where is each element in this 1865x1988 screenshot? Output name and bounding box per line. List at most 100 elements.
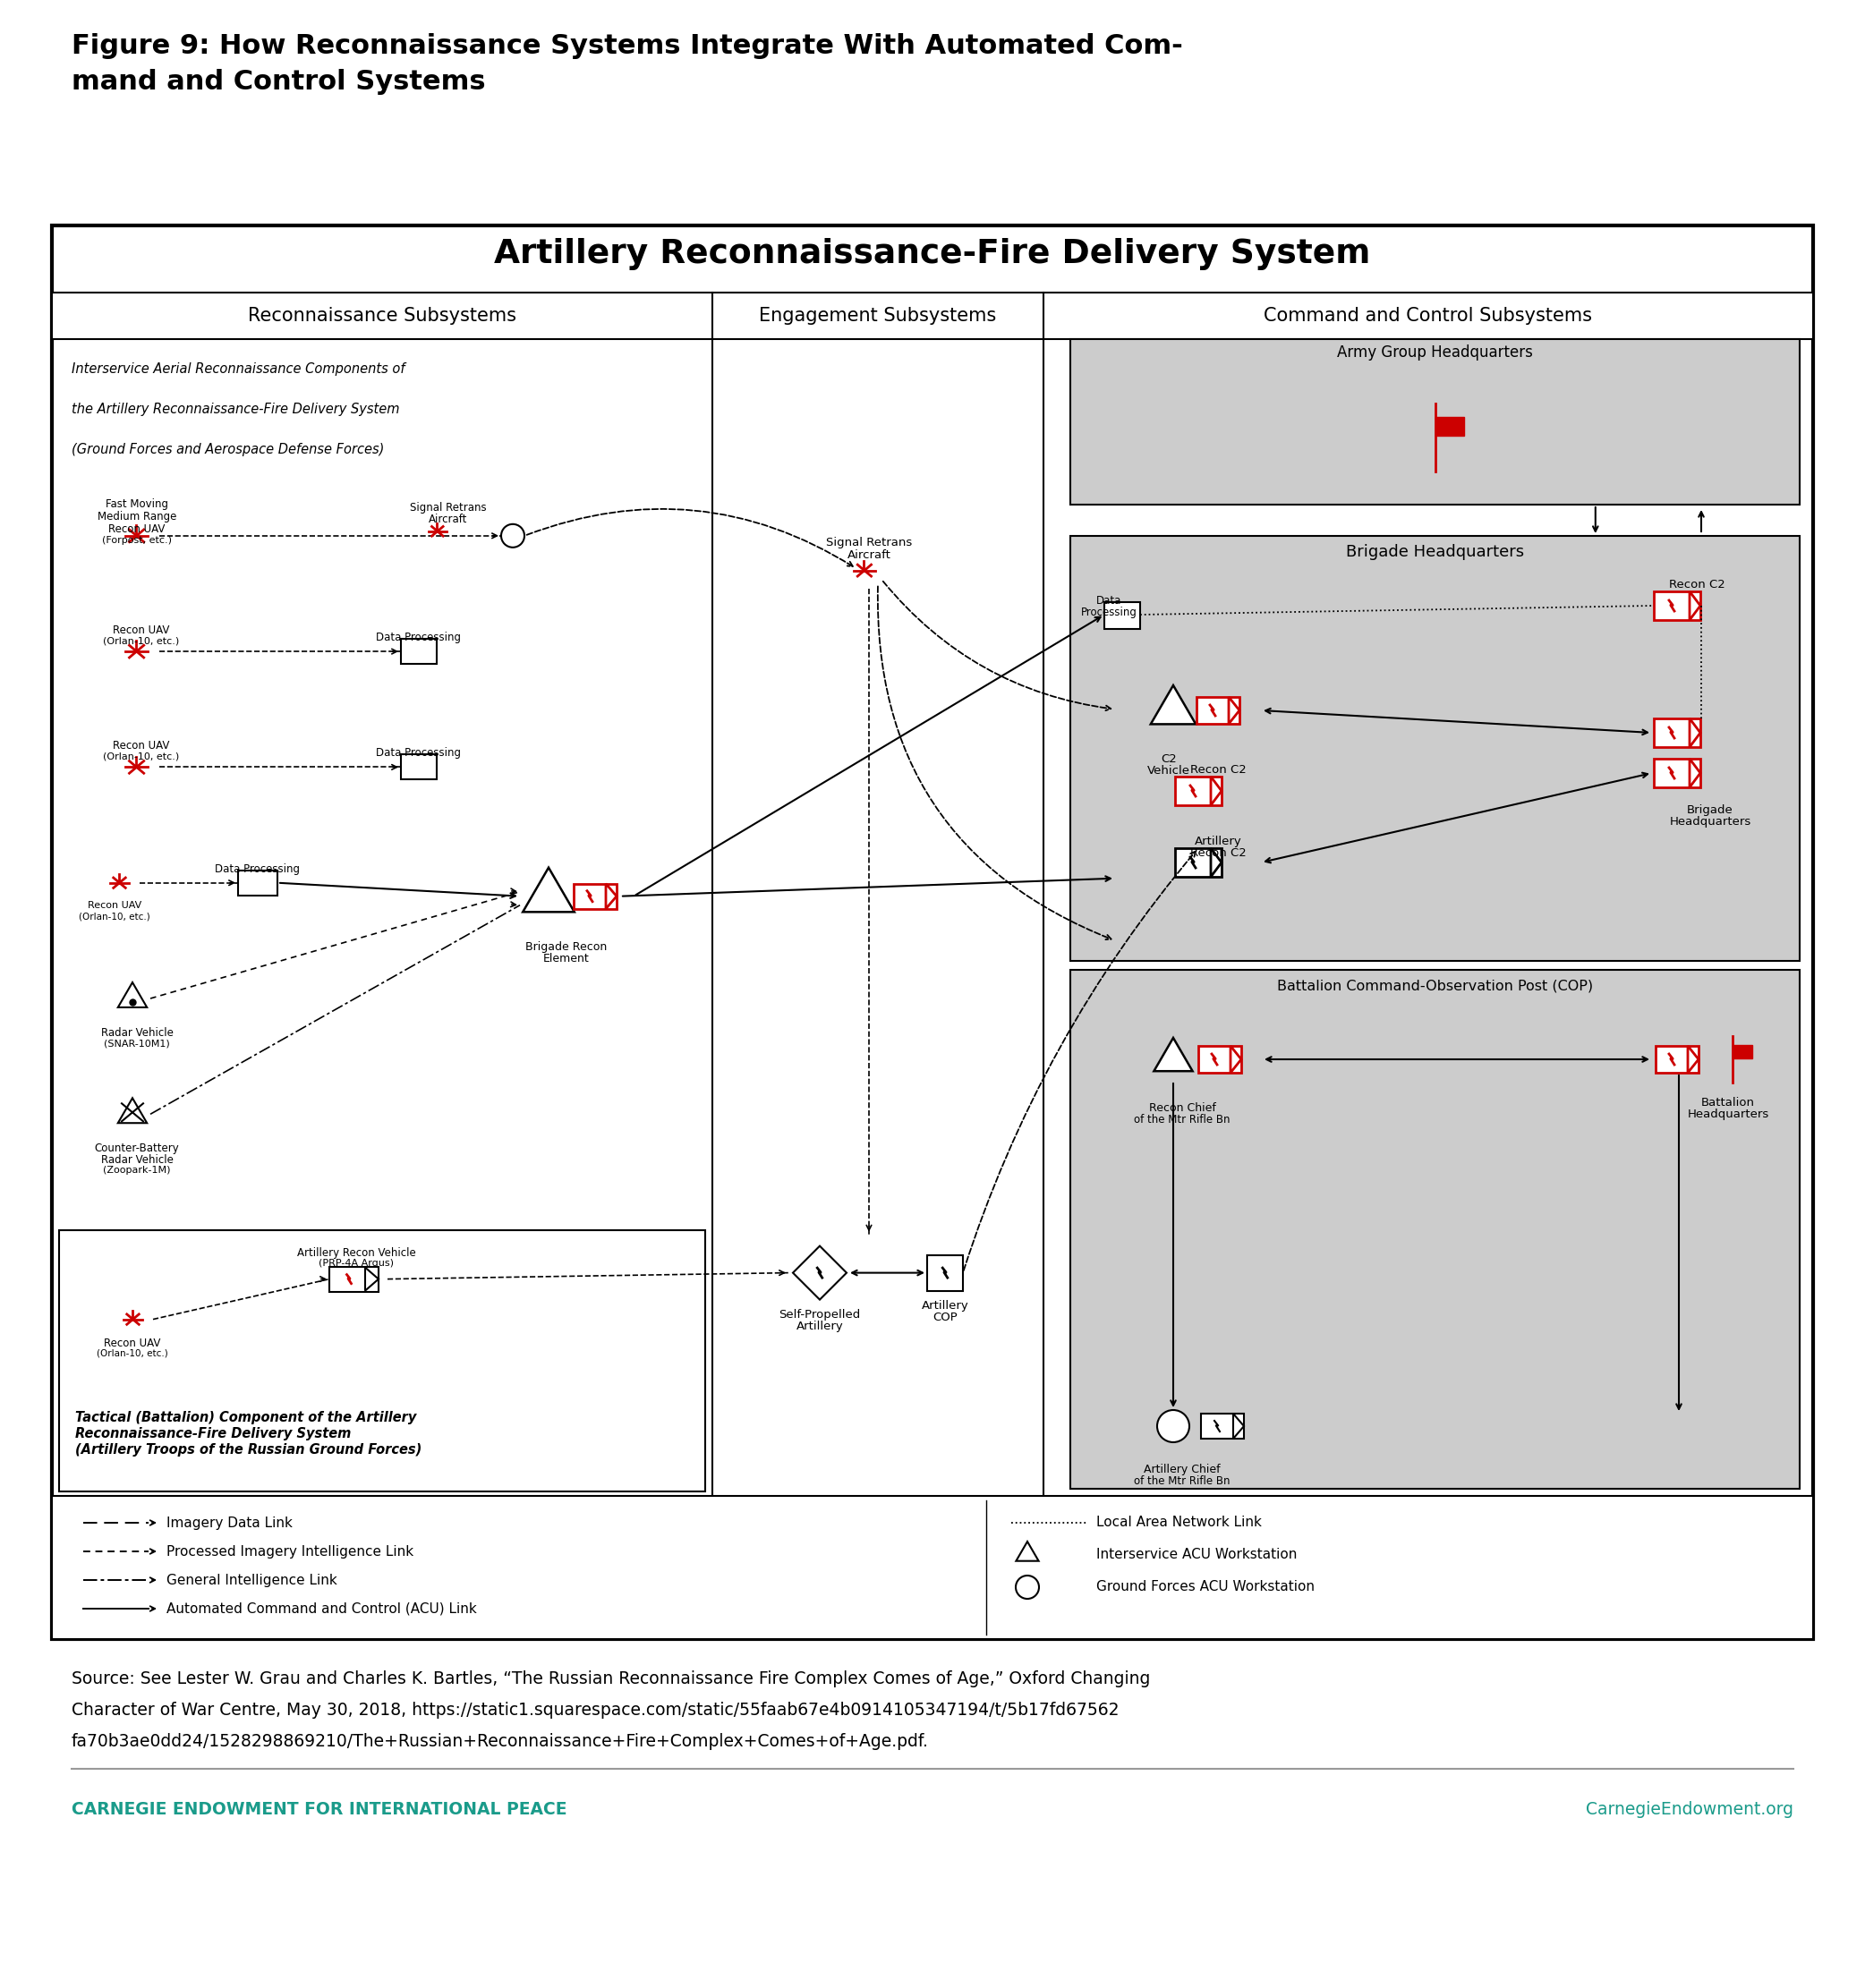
Text: Data Processing: Data Processing [377,747,461,759]
Text: C2: C2 [1160,753,1177,765]
Bar [1071,970,1800,1489]
Bar [1201,1413,1244,1439]
Text: Element: Element [543,952,589,964]
Text: Artillery Recon Vehicle: Artillery Recon Vehicle [297,1246,416,1258]
Bar [1199,1046,1242,1074]
Text: Source: See Lester W. Grau and Charles K. Bartles, “The Russian Reconnaissance F: Source: See Lester W. Grau and Charles K… [71,1670,1151,1688]
Polygon shape [117,1097,147,1123]
Text: Artillery Reconnaissance-Fire Delivery System: Artillery Reconnaissance-Fire Delivery S… [494,239,1371,270]
Text: Recon C2: Recon C2 [1190,847,1246,859]
Polygon shape [1690,590,1701,620]
Text: Data: Data [1097,594,1121,606]
Bar [401,638,436,664]
Text: fa70b3ae0dd24/1528298869210/The+Russian+Reconnaissance+Fire+Complex+Comes+of+Age: fa70b3ae0dd24/1528298869210/The+Russian+… [71,1734,929,1749]
Text: Interservice ACU Workstation: Interservice ACU Workstation [1097,1547,1296,1561]
Text: (Orlan-10, etc.): (Orlan-10, etc.) [78,912,151,920]
Text: Automated Command and Control (ACU) Link: Automated Command and Control (ACU) Link [166,1602,477,1616]
Text: Battalion: Battalion [1701,1097,1755,1109]
Polygon shape [1233,1413,1244,1439]
Text: Ground Forces ACU Workstation: Ground Forces ACU Workstation [1097,1580,1315,1594]
Polygon shape [1690,759,1701,787]
Polygon shape [793,1246,847,1300]
Text: (Artillery Troops of the Russian Ground Forces): (Artillery Troops of the Russian Ground … [75,1443,421,1457]
Bar [574,885,617,909]
Text: (SNAR-10M1): (SNAR-10M1) [104,1040,170,1048]
Bar [1071,537,1800,960]
Bar [1071,340,1800,505]
Polygon shape [117,982,147,1008]
Text: Character of War Centre, May 30, 2018, https://static1.squarespace.com/static/55: Character of War Centre, May 30, 2018, h… [71,1702,1119,1720]
Bar [1656,1046,1699,1074]
Bar [401,755,436,779]
Text: Recon UAV: Recon UAV [114,624,170,636]
Text: Brigade Recon: Brigade Recon [526,940,608,952]
Polygon shape [1154,1038,1192,1072]
Text: Radar Vehicle: Radar Vehicle [101,1155,173,1167]
Bar [52,225,1813,1638]
Text: (Orlan-10, etc.): (Orlan-10, etc.) [103,751,179,761]
Text: Data Processing: Data Processing [214,863,300,875]
Circle shape [1016,1576,1039,1598]
Text: Engagement Subsystems: Engagement Subsystems [759,306,996,324]
Text: Artillery: Artillery [1194,835,1242,847]
Text: Imagery Data Link: Imagery Data Link [166,1517,293,1529]
Bar [927,1254,962,1290]
Polygon shape [1151,686,1195,724]
Text: Recon UAV: Recon UAV [114,740,170,751]
Text: Battalion Command-Observation Post (COP): Battalion Command-Observation Post (COP) [1278,980,1593,992]
Text: Self-Propelled: Self-Propelled [780,1308,860,1320]
Text: Reconnaissance Subsystems: Reconnaissance Subsystems [248,306,517,324]
Text: Recon Chief: Recon Chief [1149,1101,1216,1113]
Text: of the Mtr Rifle Bn: of the Mtr Rifle Bn [1134,1475,1231,1487]
Text: Brigade: Brigade [1688,805,1733,815]
Bar [60,1231,705,1491]
Text: Artillery: Artillery [796,1320,843,1332]
Text: mand and Control Systems: mand and Control Systems [71,70,485,95]
Polygon shape [1229,698,1240,724]
Bar [1175,849,1222,877]
Text: the Artillery Reconnaissance-Fire Delivery System: the Artillery Reconnaissance-Fire Delive… [71,404,399,415]
Text: Headquarters: Headquarters [1688,1109,1768,1119]
Text: CARNEGIE ENDOWMENT FOR INTERNATIONAL PEACE: CARNEGIE ENDOWMENT FOR INTERNATIONAL PEA… [71,1801,567,1817]
Text: Signal Retrans: Signal Retrans [826,537,912,549]
Circle shape [502,525,524,547]
Bar [1175,777,1222,805]
Bar [1733,1046,1753,1058]
Text: Processed Imagery Intelligence Link: Processed Imagery Intelligence Link [166,1545,414,1559]
Text: Reconnaissance-Fire Delivery System: Reconnaissance-Fire Delivery System [75,1427,351,1441]
Polygon shape [1210,849,1222,877]
Bar [1104,602,1140,628]
Text: Recon C2: Recon C2 [1669,579,1725,590]
Polygon shape [1688,1046,1699,1074]
Bar [1197,698,1240,724]
Text: Aircraft: Aircraft [429,513,468,525]
Bar [1434,417,1464,435]
Text: Tactical (Battalion) Component of the Artillery: Tactical (Battalion) Component of the Ar… [75,1411,416,1423]
Text: General Intelligence Link: General Intelligence Link [166,1573,338,1586]
Text: Brigade Headquarters: Brigade Headquarters [1347,545,1524,561]
Polygon shape [1231,1046,1242,1074]
Text: Radar Vehicle: Radar Vehicle [101,1028,173,1040]
Text: (Orlan-10, etc.): (Orlan-10, etc.) [103,636,179,646]
Text: Processing: Processing [1080,606,1138,618]
Text: Artillery Chief: Artillery Chief [1143,1463,1220,1475]
Bar [239,871,278,895]
Text: Local Area Network Link: Local Area Network Link [1097,1517,1263,1529]
Text: Army Group Headquarters: Army Group Headquarters [1337,344,1533,360]
Text: Data Processing: Data Processing [377,632,461,644]
Polygon shape [1016,1541,1039,1561]
Text: Command and Control Subsystems: Command and Control Subsystems [1264,306,1593,324]
Polygon shape [366,1268,379,1290]
Bar [330,1266,379,1292]
Bar [52,292,1813,340]
Text: Recon UAV: Recon UAV [108,523,166,535]
Text: Recon C2: Recon C2 [1190,763,1246,775]
Polygon shape [606,885,617,909]
Text: Recon UAV: Recon UAV [104,1338,160,1348]
Polygon shape [1210,777,1222,805]
Text: Figure 9: How Reconnaissance Systems Integrate With Automated Com-: Figure 9: How Reconnaissance Systems Int… [71,34,1182,60]
Circle shape [1156,1409,1190,1441]
Text: Artillery: Artillery [921,1300,968,1312]
Text: Counter-Battery: Counter-Battery [95,1143,179,1155]
Text: COP: COP [932,1312,957,1322]
